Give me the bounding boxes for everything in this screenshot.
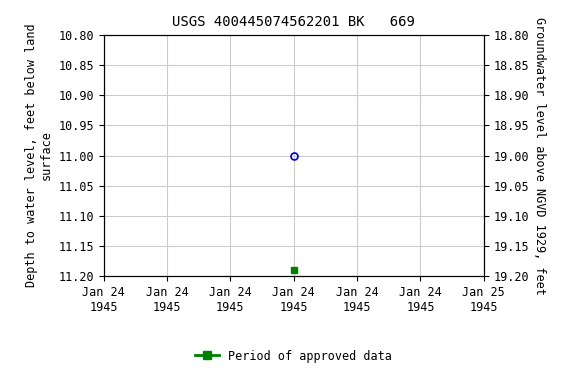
Legend: Period of approved data: Period of approved data xyxy=(191,345,397,367)
Title: USGS 400445074562201 BK   669: USGS 400445074562201 BK 669 xyxy=(172,15,415,29)
Y-axis label: Groundwater level above NGVD 1929, feet: Groundwater level above NGVD 1929, feet xyxy=(533,17,546,295)
Y-axis label: Depth to water level, feet below land
surface: Depth to water level, feet below land su… xyxy=(25,24,53,287)
